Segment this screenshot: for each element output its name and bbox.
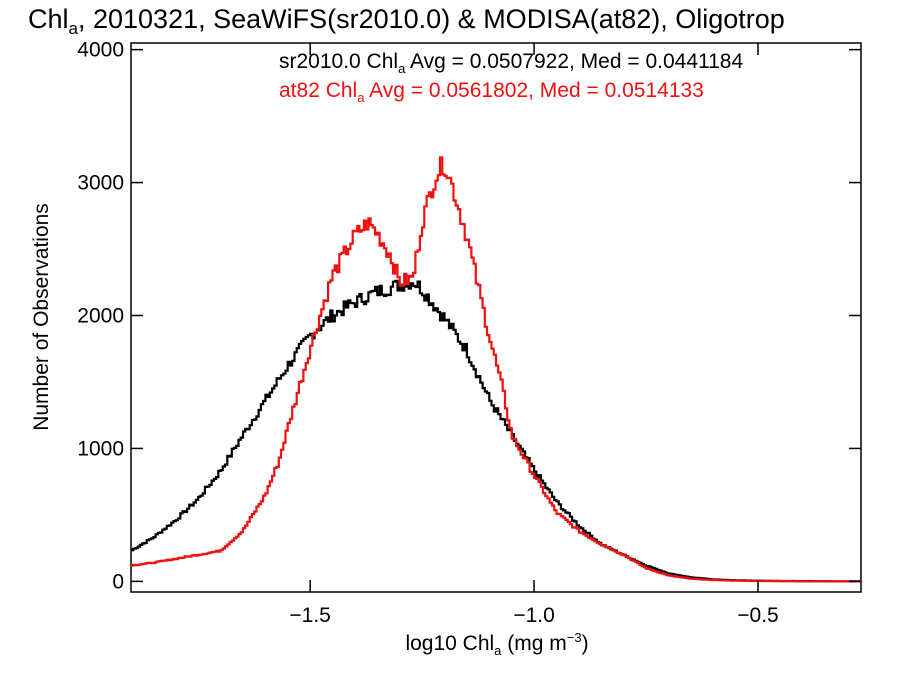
plot-frame (130, 42, 862, 593)
y-axis-label: Number of Observations (30, 203, 53, 431)
chart-title: Chla, 2010321, SeaWiFS(sr2010.0) & MODIS… (28, 4, 785, 38)
y-tick-label: 0 (112, 570, 124, 593)
x-tick-label: −1.0 (513, 604, 554, 627)
y-tick-label: 1000 (77, 437, 124, 460)
y-tick-label: 3000 (77, 172, 124, 195)
legend-sr2010-text: sr2010.0 Chl (279, 50, 398, 73)
y-tick-label: 4000 (77, 39, 124, 62)
legend-at82-text: at82 Chl (279, 79, 357, 102)
chart-title-main: Chl (28, 4, 69, 34)
legend-entry-sr2010: sr2010.0 Chla Avg = 0.0507922, Med = 0.0… (279, 50, 743, 76)
series-line-1 (131, 156, 861, 583)
legend-sr2010-stats: Avg = 0.0507922, Med = 0.0441184 (405, 50, 743, 73)
chart-title-rest: , 2010321, SeaWiFS(sr2010.0) & MODISA(at… (78, 4, 785, 34)
y-tick-label: 2000 (77, 305, 124, 328)
x-label-units: (mg m (501, 632, 566, 655)
series-line-0 (131, 279, 861, 583)
x-label-superscript: −3 (567, 630, 582, 645)
x-label-subscript: a (494, 643, 502, 658)
x-axis-label: log10 Chla (mg m−3) (405, 630, 588, 658)
legend-sr2010-subscript: a (398, 61, 406, 76)
x-label-main: log10 Chl (405, 632, 494, 655)
legend-at82-stats: Avg = 0.0561802, Med = 0.0514133 (364, 79, 703, 102)
legend-at82-subscript: a (357, 90, 365, 105)
x-tick-label: −1.5 (289, 604, 330, 627)
chart-title-subscript: a (69, 19, 79, 38)
x-label-close: ) (582, 632, 589, 655)
legend-entry-at82: at82 Chla Avg = 0.0561802, Med = 0.05141… (279, 79, 704, 105)
x-tick-label: −0.5 (737, 604, 778, 627)
axes-layer: −1.5 −1.0 −0.5 0 1000 2000 3000 4000 (77, 39, 861, 627)
series-layer (131, 156, 861, 583)
